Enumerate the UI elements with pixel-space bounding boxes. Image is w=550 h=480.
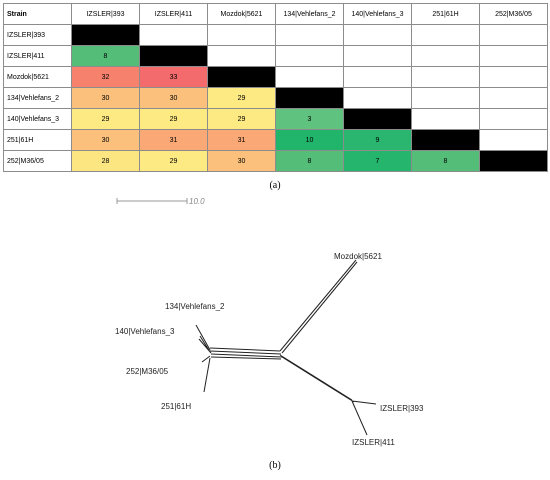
distance-cell: 8 (411, 150, 480, 172)
distance-cell: 32 (71, 66, 140, 88)
distance-matrix-table: Strain IZSLER|393 IZSLER|411 Mozdok|5621 134… (3, 3, 548, 172)
row-header: 252|M36/05 (3, 150, 72, 172)
table-row: 140|Vehlefans_3 29 29 29 3 (3, 108, 548, 130)
row-header: 140|Vehlefans_3 (3, 108, 72, 130)
distance-cell: 8 (275, 150, 344, 172)
distance-cell: 30 (71, 129, 140, 151)
distance-cell: 31 (207, 129, 276, 151)
empty-cell (275, 66, 344, 88)
diagonal-cell (207, 66, 276, 88)
branch-m36 (201, 355, 211, 363)
column-header: IZSLER|393 (71, 3, 140, 25)
empty-cell (343, 87, 412, 109)
empty-cell (411, 87, 480, 109)
column-header: 140|Vehlefans_3 (343, 3, 412, 25)
table-row: Mozdok|5621 32 33 (3, 66, 548, 88)
empty-cell (411, 45, 480, 67)
distance-cell: 10 (275, 129, 344, 151)
branch-izsler (279, 354, 355, 403)
diagonal-cell (343, 108, 412, 130)
leaf-label-mozdok: Mozdok|5621 (334, 252, 382, 261)
diagonal-cell (139, 45, 208, 67)
leaf-label-iz411: IZSLER|411 (352, 438, 395, 447)
distance-cell: 9 (343, 129, 412, 151)
distance-cell: 29 (139, 108, 208, 130)
column-header: Mozdok|5621 (207, 3, 276, 25)
branch-v3 (198, 335, 212, 354)
leaf-label-v2: 134|Vehlefans_2 (165, 302, 225, 311)
scale-label: 10.0 (189, 197, 205, 206)
row-header: 134|Vehlefans_2 (3, 87, 72, 109)
diagonal-cell (411, 129, 480, 151)
column-header: IZSLER|411 (139, 3, 208, 25)
diagonal-cell (275, 87, 344, 109)
empty-cell (479, 87, 548, 109)
distance-cell: 3 (275, 108, 344, 130)
row-header: 251|61H (3, 129, 72, 151)
distance-cell: 30 (71, 87, 140, 109)
leaf-label-v3: 140|Vehlefans_3 (115, 327, 175, 336)
empty-cell (411, 108, 480, 130)
column-header: 252|M36/05 (479, 3, 548, 25)
distance-cell: 30 (139, 87, 208, 109)
branch-61h (203, 357, 211, 393)
matrix-header-row: Strain IZSLER|393 IZSLER|411 Mozdok|5621 134… (3, 3, 548, 25)
diagonal-cell (479, 150, 548, 172)
diagonal-cell (71, 24, 140, 46)
empty-cell (479, 66, 548, 88)
distance-cell: 30 (207, 150, 276, 172)
empty-cell (207, 24, 276, 46)
empty-cell (343, 24, 412, 46)
empty-cell (207, 45, 276, 67)
empty-cell (275, 24, 344, 46)
phylogenetic-network: Mozdok|5621 134|Vehlefans_2 140|Vehlefan… (115, 252, 424, 447)
distance-cell: 29 (207, 87, 276, 109)
table-row: IZSLER|411 8 (3, 45, 548, 67)
empty-cell (343, 45, 412, 67)
distance-cell: 29 (139, 150, 208, 172)
matrix-corner-label: Strain (3, 3, 72, 25)
caption-b: (b) (269, 460, 281, 471)
caption-a: (a) (269, 180, 281, 191)
column-header: 134|Vehlefans_2 (275, 3, 344, 25)
distance-cell: 7 (343, 150, 412, 172)
branch-mozdok (279, 259, 358, 354)
table-row: 251|61H 30 31 31 10 9 (3, 129, 548, 151)
branch-central (209, 347, 283, 360)
row-header: Mozdok|5621 (3, 66, 72, 88)
branch-iz411 (351, 400, 368, 436)
row-header: IZSLER|393 (3, 24, 72, 46)
empty-cell (411, 66, 480, 88)
empty-cell (343, 66, 412, 88)
distance-cell: 29 (207, 108, 276, 130)
column-header: 251|61H (411, 3, 480, 25)
row-header: IZSLER|411 (3, 45, 72, 67)
leaf-label-m36: 252|M36/05 (126, 367, 169, 376)
leaf-label-iz393: IZSLER|393 (380, 404, 424, 413)
empty-cell (479, 24, 548, 46)
leaf-label-61h: 251|61H (161, 402, 191, 411)
distance-cell: 8 (71, 45, 140, 67)
empty-cell (479, 45, 548, 67)
empty-cell (275, 45, 344, 67)
scale-bar (116, 198, 188, 204)
distance-cell: 28 (71, 150, 140, 172)
table-row: 252|M36/05 28 29 30 8 7 8 (3, 150, 548, 172)
branch-v2 (195, 324, 211, 351)
distance-cell: 31 (139, 129, 208, 151)
empty-cell (479, 129, 548, 151)
empty-cell (411, 24, 480, 46)
empty-cell (139, 24, 208, 46)
table-row: 134|Vehlefans_2 30 30 29 (3, 87, 548, 109)
distance-cell: 33 (139, 66, 208, 88)
branch-iz393 (351, 400, 377, 405)
empty-cell (479, 108, 548, 130)
table-row: IZSLER|393 (3, 24, 548, 46)
distance-cell: 29 (71, 108, 140, 130)
